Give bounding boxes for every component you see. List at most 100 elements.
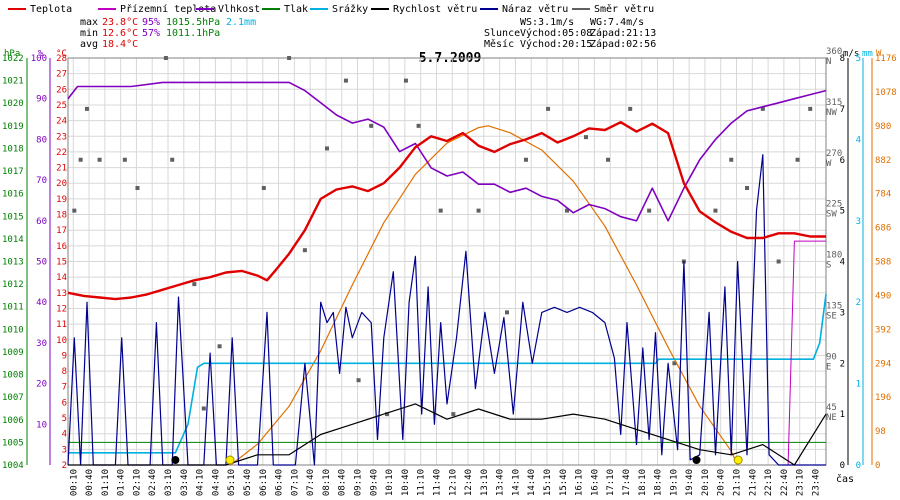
info-moonrise: Východ:20:15	[520, 38, 592, 50]
x-tick-label: 00:40	[85, 469, 95, 496]
x-tick-label: 19:10	[669, 469, 679, 496]
x-tick-label: 16:10	[575, 469, 585, 496]
degc-tick-label: 23	[56, 132, 67, 142]
dewpoint-line	[787, 240, 826, 466]
x-tick-label: 05:10	[227, 469, 237, 496]
dir-tick-value: 270	[826, 149, 842, 159]
wm2-tick-label: 392	[875, 325, 891, 335]
dir-point	[356, 378, 361, 383]
x-tick-label: 00:10	[69, 469, 79, 496]
pct-tick-label: 100	[31, 54, 47, 64]
x-tick-label: 03:10	[164, 469, 174, 496]
x-tick-label: 19:40	[685, 469, 695, 496]
wm2-tick-label: 588	[875, 258, 891, 268]
wm2-tick-label: 490	[875, 291, 891, 301]
dir-tick-label: N	[826, 57, 831, 67]
dir-tick-value: 135	[826, 301, 842, 311]
dir-point	[135, 186, 140, 191]
pct-tick-label: 30	[36, 339, 47, 349]
degc-tick-label: 11	[56, 320, 67, 330]
x-tick-label: 08:40	[338, 469, 348, 496]
degc-tick-label: 25	[56, 101, 67, 111]
x-tick-label: 15:40	[559, 469, 569, 496]
wm2-tick-label: 980	[875, 122, 891, 132]
x-tick-label: 02:10	[132, 469, 142, 496]
hpa-tick-label: 1012	[2, 280, 24, 290]
legend-label-dir: Směr větru	[594, 3, 654, 15]
x-tick-label: 14:10	[511, 469, 521, 496]
stat-max-label: max	[80, 17, 98, 28]
ms-tick-label: 0	[840, 461, 845, 471]
dir-point	[713, 208, 718, 213]
degc-tick-label: 4	[62, 430, 67, 440]
wm2-tick-label: 1176	[875, 54, 897, 64]
ms-tick-label: 1	[840, 410, 845, 420]
dir-tick-label: E	[826, 362, 831, 372]
dir-point	[324, 146, 329, 151]
wm2-tick-label: 686	[875, 224, 891, 234]
degc-tick-label: 3	[62, 445, 67, 455]
ms-tick-label: 4	[840, 258, 845, 268]
x-axis: 00:10 00:40 01:10 01:40 02:10 02:40 03:10 03:40…	[69, 469, 854, 496]
degc-tick-label: 8	[62, 367, 67, 377]
dir-point	[628, 106, 633, 111]
dir-tick-value: 360	[826, 47, 842, 57]
x-tick-label: 23:40	[811, 469, 821, 496]
x-tick-label: 02:40	[148, 469, 158, 496]
dir-point	[523, 157, 528, 162]
mm-tick-label: 3	[856, 217, 861, 227]
degc-tick-label: 6	[62, 398, 67, 408]
x-tick-label: 15:10	[543, 469, 553, 496]
dir-point	[122, 157, 127, 162]
x-tick-label: 12:10	[448, 469, 458, 496]
stat-min-label: min	[80, 28, 98, 39]
degc-tick-label: 18	[56, 211, 67, 221]
x-tick-label: 12:40	[464, 469, 474, 496]
dir-point	[745, 186, 750, 191]
hpa-tick-label: 1022	[2, 54, 24, 64]
dir-point	[476, 208, 481, 213]
degc-tick-label: 15	[56, 258, 67, 268]
hpa-tick-label: 1014	[2, 235, 24, 245]
x-tick-label: 16:40	[590, 469, 600, 496]
left-axes: hPa1004100510061007100810091010101110121…	[2, 49, 67, 471]
x-tick-label: 10:40	[401, 469, 411, 496]
humidity-line	[67, 81, 827, 222]
dir-tick-label: S	[826, 261, 831, 271]
mm-tick-label: 4	[856, 135, 861, 145]
degc-tick-label: 12	[56, 304, 67, 314]
dir-point	[287, 56, 292, 60]
x-tick-label: 10:10	[385, 469, 395, 496]
x-tick-label: 18:10	[638, 469, 648, 496]
info-moonset: Západ:02:56	[590, 38, 656, 50]
hpa-tick-label: 1019	[2, 122, 24, 132]
dir-point	[217, 344, 222, 349]
stat-avg-label: avg	[80, 39, 98, 50]
dir-point	[438, 208, 443, 213]
sun-marker	[225, 455, 235, 465]
x-tick-label: 22:40	[780, 469, 790, 496]
hpa-tick-label: 1021	[2, 77, 24, 87]
wm2-tick-label: 98	[875, 427, 886, 437]
grid	[67, 57, 827, 466]
dir-tick-value: 225	[826, 200, 842, 210]
dir-point	[606, 157, 611, 162]
pct-tick-label: 20	[36, 380, 47, 390]
mm-tick-label: 0	[856, 461, 861, 471]
dir-point	[808, 106, 813, 111]
hpa-tick-label: 1015	[2, 212, 24, 222]
wm2-tick-label: 196	[875, 393, 891, 403]
mm-tick-label: 5	[856, 54, 861, 64]
info-moon-label: Měsíc	[484, 38, 514, 50]
degc-tick-label: 28	[56, 54, 67, 64]
hpa-tick-label: 1010	[2, 325, 24, 335]
info-sunset: Západ:21:13	[590, 27, 656, 39]
dir-point	[647, 208, 652, 213]
degc-tick-label: 19	[56, 195, 67, 205]
x-axis-label: čas	[836, 473, 854, 485]
sun-marker	[733, 455, 743, 465]
ms-axis-unit: m/s	[843, 49, 859, 59]
dir-tick-label: W	[826, 159, 832, 169]
hpa-tick-label: 1007	[2, 393, 24, 403]
